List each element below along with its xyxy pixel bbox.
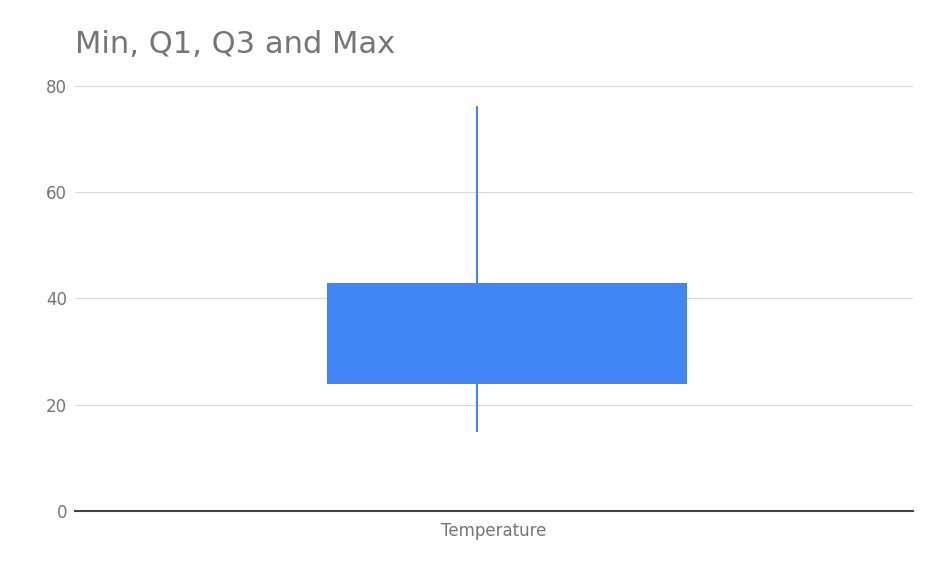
- Bar: [327, 282, 687, 383]
- Text: Min, Q1, Q3 and Max: Min, Q1, Q3 and Max: [75, 30, 395, 59]
